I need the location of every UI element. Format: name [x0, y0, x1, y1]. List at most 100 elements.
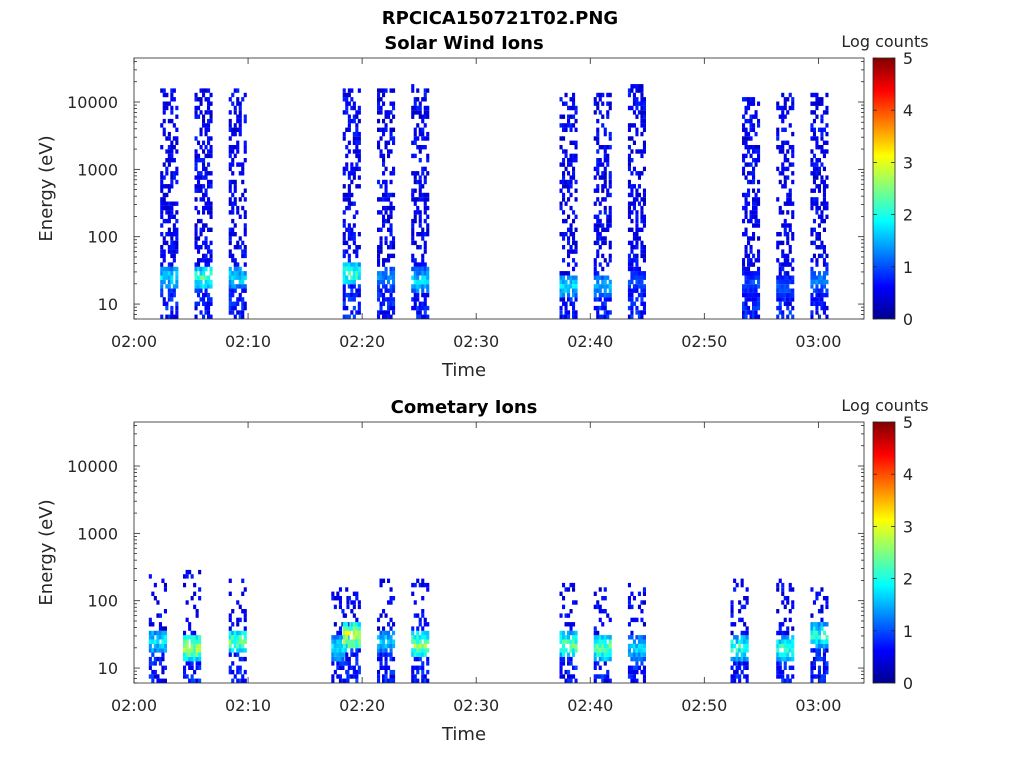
- heatmap-cell: [786, 284, 790, 289]
- heatmap-cell: [810, 630, 814, 636]
- heatmap-cell: [172, 249, 176, 254]
- heatmap-cell: [193, 591, 197, 596]
- heatmap-cell: [567, 622, 571, 627]
- heatmap-cell: [165, 158, 169, 163]
- heatmap-cell: [389, 600, 393, 605]
- heatmap-cell: [379, 97, 383, 102]
- heatmap-cell: [411, 297, 415, 302]
- heatmap-cell: [598, 210, 602, 215]
- heatmap-cell: [377, 284, 381, 289]
- heatmap-cell: [754, 258, 758, 263]
- heatmap-cell: [791, 101, 795, 106]
- heatmap-cell: [603, 288, 607, 293]
- heatmap-cell: [183, 582, 187, 588]
- heatmap-cell: [812, 136, 816, 141]
- heatmap-cell: [347, 643, 351, 649]
- heatmap-cell: [167, 136, 171, 141]
- heatmap-cell: [241, 314, 245, 319]
- heatmap-cell: [786, 149, 790, 154]
- heatmap-cell: [194, 240, 198, 246]
- heatmap-cell: [596, 639, 600, 644]
- heatmap-cell: [377, 105, 381, 111]
- heatmap-cell: [228, 275, 232, 280]
- heatmap-cell: [384, 114, 388, 119]
- heatmap-cell: [637, 88, 641, 93]
- heatmap-cell: [172, 284, 176, 289]
- heatmap-cell: [421, 145, 425, 150]
- heatmap-cell: [355, 184, 359, 189]
- heatmap-cell: [175, 271, 179, 276]
- heatmap-cell: [243, 249, 247, 254]
- heatmap-cell: [640, 301, 644, 306]
- heatmap-cell: [175, 127, 179, 132]
- heatmap-cell: [742, 171, 746, 176]
- heatmap-cell: [608, 240, 612, 246]
- heatmap-cell: [377, 253, 381, 259]
- heatmap-cell: [243, 617, 247, 623]
- heatmap-cell: [204, 279, 208, 285]
- heatmap-cell: [642, 218, 646, 224]
- heatmap-cell: [384, 240, 388, 246]
- heatmap-cell: [606, 674, 610, 679]
- heatmap-cell: [747, 201, 751, 206]
- heatmap-cell: [569, 179, 573, 185]
- heatmap-cell: [783, 648, 787, 653]
- heatmap-cell: [228, 578, 232, 583]
- heatmap-cell: [151, 669, 155, 675]
- heatmap-cell: [812, 635, 816, 640]
- heatmap-cell: [162, 218, 166, 224]
- heatmap-cell: [355, 674, 359, 679]
- heatmap-cell: [416, 665, 420, 670]
- heatmap-cell: [745, 665, 749, 670]
- heatmap-cell: [389, 596, 393, 601]
- heatmap-cell: [635, 661, 639, 666]
- heatmap-cell: [627, 145, 631, 150]
- heatmap-cell: [231, 92, 235, 98]
- heatmap-cell: [781, 297, 785, 302]
- heatmap-cell: [411, 626, 415, 631]
- heatmap-cell: [820, 301, 824, 306]
- heatmap-cell: [204, 284, 208, 289]
- heatmap-cell: [744, 249, 748, 254]
- heatmap-cell: [233, 275, 237, 280]
- heatmap-cell: [231, 192, 235, 198]
- heatmap-cell: [783, 630, 787, 636]
- heatmap-cell: [815, 258, 819, 263]
- heatmap-cell: [747, 292, 751, 298]
- heatmap-cell: [776, 240, 780, 246]
- heatmap-cell: [236, 639, 240, 644]
- heatmap-cell: [238, 635, 242, 640]
- heatmap-cell: [635, 197, 639, 202]
- heatmap-cell: [197, 184, 201, 189]
- heatmap-cell: [817, 253, 821, 259]
- heatmap-cell: [747, 310, 751, 315]
- heatmap-cell: [350, 232, 354, 237]
- heatmap-cell: [347, 149, 351, 154]
- heatmap-cell: [810, 613, 814, 618]
- heatmap-cell: [355, 591, 359, 596]
- heatmap-cell: [559, 97, 563, 102]
- heatmap-cell: [350, 97, 354, 102]
- heatmap-cell: [822, 184, 826, 189]
- heatmap-cell: [791, 105, 795, 111]
- heatmap-cell: [786, 639, 790, 644]
- heatmap-cell: [742, 192, 746, 198]
- heatmap-cell: [817, 166, 821, 172]
- heatmap-cell: [776, 652, 780, 657]
- heatmap-cell: [389, 227, 393, 232]
- heatmap-cell: [170, 97, 174, 102]
- heatmap-cell: [783, 184, 787, 189]
- heatmap-cell: [778, 643, 782, 649]
- heatmap-cell: [642, 110, 646, 115]
- heatmap-cell: [238, 275, 242, 280]
- heatmap-cell: [416, 205, 420, 211]
- heatmap-cell: [815, 105, 819, 111]
- heatmap-cell: [603, 609, 607, 614]
- heatmap-cell: [562, 218, 566, 224]
- heatmap-cell: [825, 92, 829, 98]
- heatmap-cell: [418, 305, 422, 311]
- heatmap-cell: [815, 232, 819, 237]
- heatmap-cell: [228, 118, 232, 124]
- heatmap-cell: [172, 171, 176, 176]
- heatmap-cell: [564, 279, 568, 285]
